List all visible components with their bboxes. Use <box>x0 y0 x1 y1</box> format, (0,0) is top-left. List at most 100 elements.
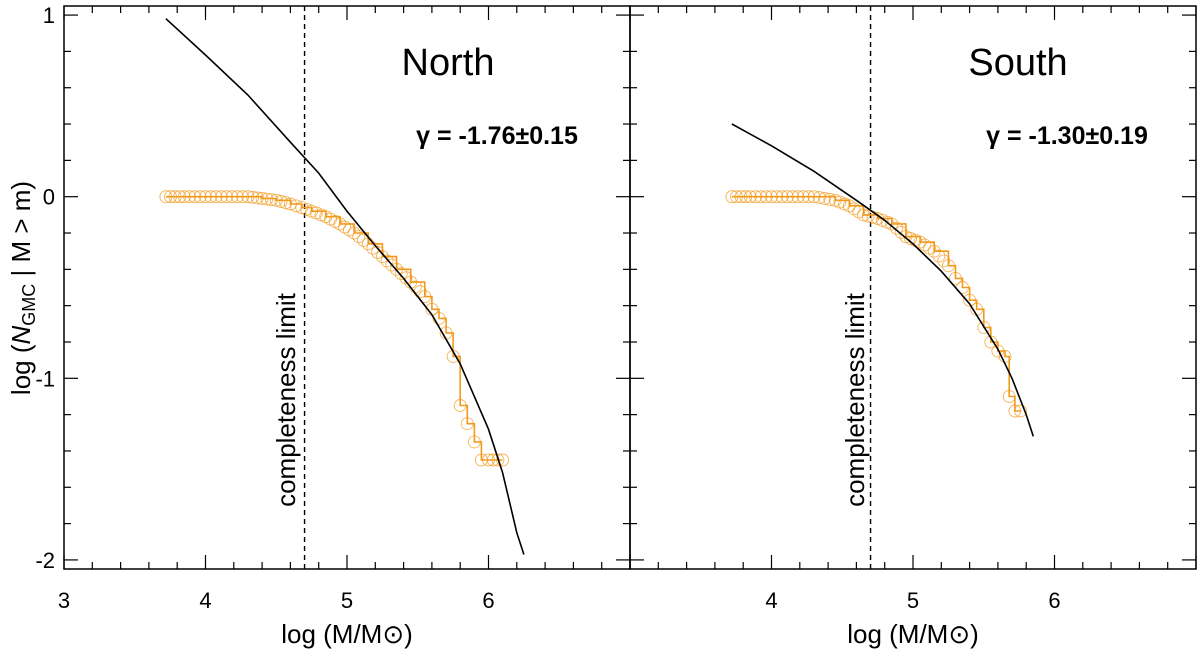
data-point <box>159 190 173 204</box>
data-point <box>199 190 212 204</box>
data-point <box>300 202 314 216</box>
data-point <box>984 335 998 349</box>
data-point <box>927 244 941 258</box>
data-point <box>265 193 278 207</box>
data-point <box>385 258 399 272</box>
data-point <box>324 212 337 226</box>
data-point <box>352 230 366 244</box>
data-point <box>932 249 946 263</box>
data-point <box>357 233 370 247</box>
data-point <box>269 193 283 207</box>
x-tick-label: 4 <box>199 588 211 613</box>
data-point <box>775 190 789 204</box>
x-tick-label: 4 <box>765 588 777 613</box>
data-point <box>274 195 288 208</box>
fit-curve-north <box>165 18 525 555</box>
data-point <box>765 190 778 204</box>
data-point <box>759 190 773 204</box>
data-point <box>399 271 413 285</box>
data-point <box>963 293 977 307</box>
data-point <box>467 435 481 449</box>
panel-title-north: North <box>402 42 495 84</box>
x-tick-label: 6 <box>1048 588 1060 613</box>
completeness-label-north: completeness limit <box>271 292 301 507</box>
data-point <box>802 190 816 204</box>
data-point <box>818 192 832 205</box>
data-point <box>857 208 870 222</box>
data-point <box>1008 404 1022 418</box>
cumulative-distribution-south <box>725 190 1027 418</box>
data-point <box>183 190 197 204</box>
y-tick-label: -2 <box>35 548 55 573</box>
data-point <box>173 190 187 204</box>
y-tick-label: -1 <box>35 366 55 391</box>
data-point <box>730 190 743 204</box>
data-point <box>347 226 361 240</box>
data-point <box>812 191 826 205</box>
data-point <box>725 190 739 204</box>
data-point <box>390 262 403 276</box>
data-point <box>823 192 837 206</box>
gamma-label-south: γ = -1.30±0.19 <box>986 122 1148 150</box>
data-point <box>743 190 757 204</box>
data-point <box>209 190 223 204</box>
data-point <box>432 311 446 325</box>
north-ticks <box>63 6 631 569</box>
data-point <box>177 190 191 204</box>
data-point <box>918 238 932 252</box>
y-axis-label-n: N <box>6 326 36 345</box>
data-point <box>295 201 309 215</box>
data-point <box>279 196 293 210</box>
data-point <box>796 190 810 204</box>
y-tick-label: 1 <box>43 3 55 28</box>
step-line <box>165 195 503 461</box>
y-axis-label: log (NGMC | M > m) <box>6 181 39 395</box>
data-point <box>991 344 1005 358</box>
y-axis-label-sub: GMC <box>19 284 39 326</box>
data-point <box>333 217 347 231</box>
data-point <box>214 190 228 204</box>
x-tick-label: 5 <box>341 588 353 613</box>
data-point <box>460 417 474 431</box>
x-axis-label-south: log (M/M⊙) <box>847 619 979 649</box>
data-point <box>250 191 264 205</box>
data-point <box>1014 404 1027 418</box>
y-axis-label-prefix: log ( <box>6 344 36 395</box>
south-ticks <box>629 6 1197 569</box>
plot-frame-south <box>629 5 1197 570</box>
x-tick-label: 6 <box>482 588 494 613</box>
x-axis-label-north: log (M/M⊙) <box>281 619 413 649</box>
data-point <box>496 453 510 467</box>
plot-frame-north <box>63 5 631 570</box>
data-point <box>246 190 260 204</box>
data-point <box>371 245 385 259</box>
data-point <box>885 217 899 231</box>
data-point <box>852 205 866 219</box>
data-point <box>786 190 800 204</box>
data-point <box>791 190 805 204</box>
panel-south: South γ = -1.30±0.19 completeness limit <box>629 5 1197 570</box>
data-point <box>241 190 255 204</box>
data-point <box>453 399 467 412</box>
data-point <box>734 190 748 204</box>
data-point <box>188 190 202 204</box>
data-point <box>230 190 244 204</box>
data-point <box>749 190 763 204</box>
x-tick-label: 3 <box>58 588 70 613</box>
data-point <box>193 190 207 204</box>
data-point <box>164 190 177 204</box>
completeness-label-south: completeness limit <box>840 292 870 507</box>
data-point <box>225 190 239 204</box>
data-point <box>1002 390 1016 403</box>
data-point <box>861 209 875 223</box>
data-point <box>807 190 821 204</box>
data-point <box>949 271 962 285</box>
data-point <box>380 254 394 268</box>
data-point <box>375 250 389 264</box>
data-point <box>236 190 250 204</box>
fit-curve-south <box>731 123 1035 437</box>
data-point <box>220 190 234 204</box>
data-point <box>204 190 218 204</box>
data-point <box>255 192 269 205</box>
